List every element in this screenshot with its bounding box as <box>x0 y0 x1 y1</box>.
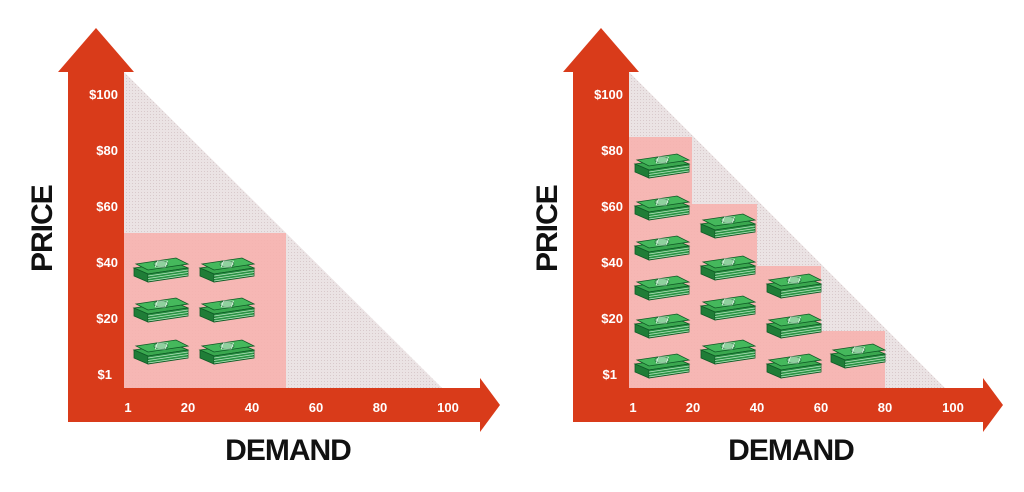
demand-tick: 80 <box>878 400 892 415</box>
demand-tick: 60 <box>309 400 323 415</box>
demand-axis-title: DEMAND <box>225 434 351 467</box>
single-price-diagram: $100 $80 $60 $40 $20 $1 1 20 40 60 80 10… <box>26 28 500 467</box>
demand-tick: 100 <box>437 400 459 415</box>
demand-tick: 1 <box>629 400 636 415</box>
demand-axis <box>68 378 500 432</box>
price-tick-labels: $100 $80 $60 $40 $20 $1 <box>594 87 623 382</box>
price-tick: $100 <box>89 87 118 102</box>
arrow-right-icon <box>983 378 1003 432</box>
revenue-step <box>629 137 692 388</box>
price-tick: $20 <box>96 311 118 326</box>
price-tick: $40 <box>96 255 118 270</box>
price-tick: $1 <box>98 367 112 382</box>
arrow-up-icon <box>58 28 134 72</box>
tiered-price-panel: $100 $80 $60 $40 $20 $1 1 20 40 60 80 10… <box>505 0 1017 492</box>
single-price-panel: $100 $80 $60 $40 $20 $1 1 20 40 60 80 10… <box>26 28 500 467</box>
demand-tick: 1 <box>124 400 131 415</box>
price-tick: $20 <box>601 311 623 326</box>
demand-tick-labels: 1 20 40 60 80 100 <box>124 400 458 415</box>
demand-tick: 20 <box>181 400 195 415</box>
price-axis-title: PRICE <box>26 185 59 272</box>
demand-axis-title: DEMAND <box>728 434 854 467</box>
price-tick: $60 <box>601 199 623 214</box>
demand-tick: 40 <box>245 400 259 415</box>
price-tick: $80 <box>601 143 623 158</box>
price-axis <box>563 28 639 422</box>
price-tick-labels: $100 $80 $60 $40 $20 $1 <box>89 87 118 382</box>
demand-axis <box>573 378 1003 432</box>
arrow-right-icon <box>480 378 500 432</box>
demand-tick: 80 <box>373 400 387 415</box>
price-axis <box>58 28 134 422</box>
demand-tick: 60 <box>814 400 828 415</box>
demand-tick-labels: 1 20 40 60 80 100 <box>629 400 963 415</box>
price-tick: $80 <box>96 143 118 158</box>
demand-tick: 40 <box>750 400 764 415</box>
demand-tick: 20 <box>686 400 700 415</box>
price-tick: $40 <box>601 255 623 270</box>
arrow-up-icon <box>563 28 639 72</box>
price-tick: $100 <box>594 87 623 102</box>
price-tick: $1 <box>603 367 617 382</box>
tiered-price-diagram: $100 $80 $60 $40 $20 $1 1 20 40 60 80 10… <box>531 28 1003 467</box>
price-tick: $60 <box>96 199 118 214</box>
demand-tick: 100 <box>942 400 964 415</box>
price-axis-title: PRICE <box>531 185 564 272</box>
